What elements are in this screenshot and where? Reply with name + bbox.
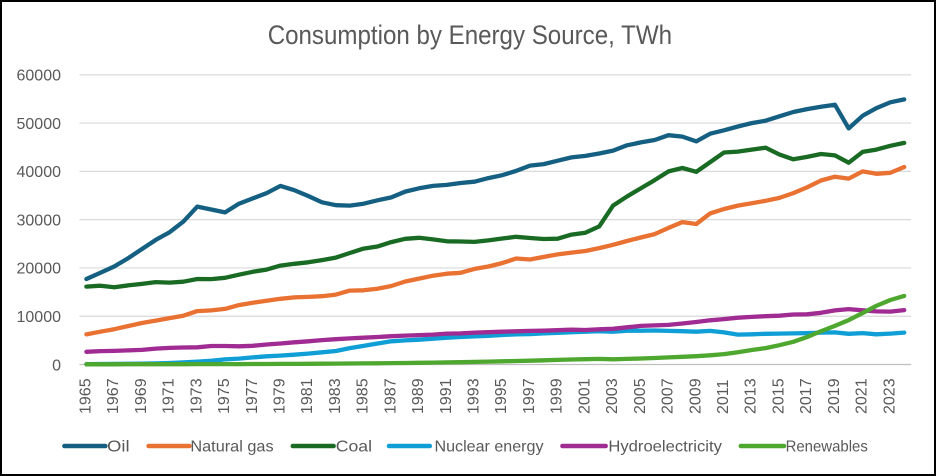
svg-text:1985: 1985: [355, 378, 372, 414]
svg-text:1997: 1997: [521, 378, 538, 414]
svg-text:1989: 1989: [410, 378, 427, 414]
svg-text:0: 0: [52, 357, 61, 374]
svg-text:2019: 2019: [826, 378, 843, 414]
svg-text:1981: 1981: [299, 378, 316, 414]
svg-text:2021: 2021: [854, 378, 871, 414]
svg-text:Oil: Oil: [107, 439, 130, 456]
svg-text:1991: 1991: [438, 378, 455, 414]
svg-text:40000: 40000: [17, 164, 62, 181]
svg-text:10000: 10000: [17, 309, 62, 326]
svg-text:Renewables: Renewables: [786, 439, 868, 456]
svg-text:2011: 2011: [715, 379, 732, 414]
svg-text:2017: 2017: [798, 378, 815, 414]
svg-text:2005: 2005: [632, 378, 649, 414]
svg-text:20000: 20000: [17, 261, 62, 278]
svg-text:30000: 30000: [17, 212, 62, 229]
svg-text:2023: 2023: [881, 378, 898, 414]
svg-text:2003: 2003: [604, 378, 621, 414]
svg-text:2015: 2015: [770, 378, 787, 414]
svg-text:Natural gas: Natural gas: [190, 439, 273, 456]
svg-text:1979: 1979: [272, 378, 289, 414]
svg-text:1995: 1995: [493, 378, 510, 414]
svg-text:Nuclear energy: Nuclear energy: [435, 439, 544, 456]
svg-text:1975: 1975: [216, 378, 233, 414]
svg-text:1993: 1993: [466, 378, 483, 414]
svg-text:1977: 1977: [244, 378, 261, 414]
svg-text:Consumption by Energy Source,: Consumption by Energy Source, TWh: [268, 20, 672, 50]
svg-text:1969: 1969: [133, 378, 150, 414]
svg-text:1971: 1971: [161, 378, 178, 414]
svg-text:2009: 2009: [687, 378, 704, 414]
svg-text:2007: 2007: [660, 378, 677, 414]
svg-text:1967: 1967: [105, 378, 122, 414]
svg-text:50000: 50000: [17, 116, 62, 133]
svg-text:1999: 1999: [549, 378, 566, 414]
svg-text:60000: 60000: [17, 68, 62, 85]
svg-text:2013: 2013: [743, 378, 760, 414]
svg-text:1973: 1973: [188, 378, 205, 414]
svg-text:1987: 1987: [382, 378, 399, 414]
svg-text:Coal: Coal: [336, 439, 372, 456]
svg-text:1983: 1983: [327, 378, 344, 414]
svg-text:1965: 1965: [77, 378, 94, 414]
svg-text:2001: 2001: [576, 378, 593, 414]
svg-text:Hydroelectricity: Hydroelectricity: [608, 439, 722, 456]
